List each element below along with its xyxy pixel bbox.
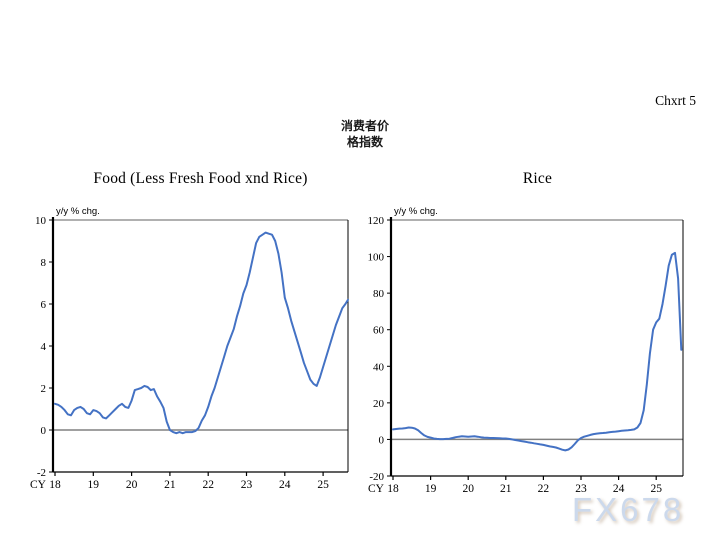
x-axis-prefix-label: CY [30, 479, 47, 491]
x-tick-label: 18 [49, 479, 61, 491]
x-tick-label: 25 [317, 479, 329, 491]
x-tick-label: 24 [279, 479, 291, 491]
chart-number-label: Chxrt 5 [655, 93, 696, 108]
y-tick-label: 6 [41, 299, 47, 311]
data-line [54, 231, 349, 435]
x-tick-label: 19 [425, 483, 437, 495]
x-tick-label: 22 [538, 483, 550, 495]
unit-label: y/y % chg. [394, 206, 438, 217]
subtitle-line-2: 格指数 [346, 135, 383, 149]
x-tick-label: 22 [202, 479, 214, 491]
x-tick-label: 20 [462, 483, 474, 495]
y-tick-label: 4 [41, 341, 47, 353]
x-tick-label: 23 [575, 483, 587, 495]
x-tick-label: 20 [126, 479, 138, 491]
x-tick-label: 19 [88, 479, 100, 491]
y-tick-label: 0 [379, 434, 385, 446]
y-tick-label: 10 [35, 215, 47, 227]
x-tick-label: 18 [387, 483, 399, 495]
y-tick-label: 8 [41, 257, 47, 269]
x-tick-label: 23 [241, 479, 253, 491]
y-tick-label: 60 [373, 325, 385, 337]
y-tick-label: -2 [37, 467, 46, 479]
y-tick-label: 100 [368, 252, 385, 264]
rice-chart-title: Rice [522, 170, 553, 187]
y-tick-label: 40 [373, 361, 385, 373]
y-tick-label: 0 [41, 425, 47, 437]
x-tick-label: 21 [500, 483, 512, 495]
y-tick-label: 20 [373, 398, 385, 410]
watermark: FX678 [572, 491, 685, 528]
page-subtitle: 消费者价 格指数 [305, 118, 425, 150]
x-axis-prefix-label: CY [368, 483, 385, 495]
x-tick-label: 21 [164, 479, 176, 491]
x-tick-label: 25 [650, 483, 662, 495]
y-tick-label: 120 [368, 215, 385, 227]
x-tick-label: 24 [613, 483, 625, 495]
y-tick-label: -20 [369, 471, 384, 483]
y-tick-label: 2 [41, 383, 47, 395]
unit-label: y/y % chg. [56, 206, 100, 217]
subtitle-line-1: 消费者价 [340, 119, 389, 133]
data-line [392, 251, 683, 452]
y-tick-label: 80 [373, 288, 385, 300]
food-chart-title: Food (Less Fresh Food xnd Rice) [93, 170, 308, 187]
